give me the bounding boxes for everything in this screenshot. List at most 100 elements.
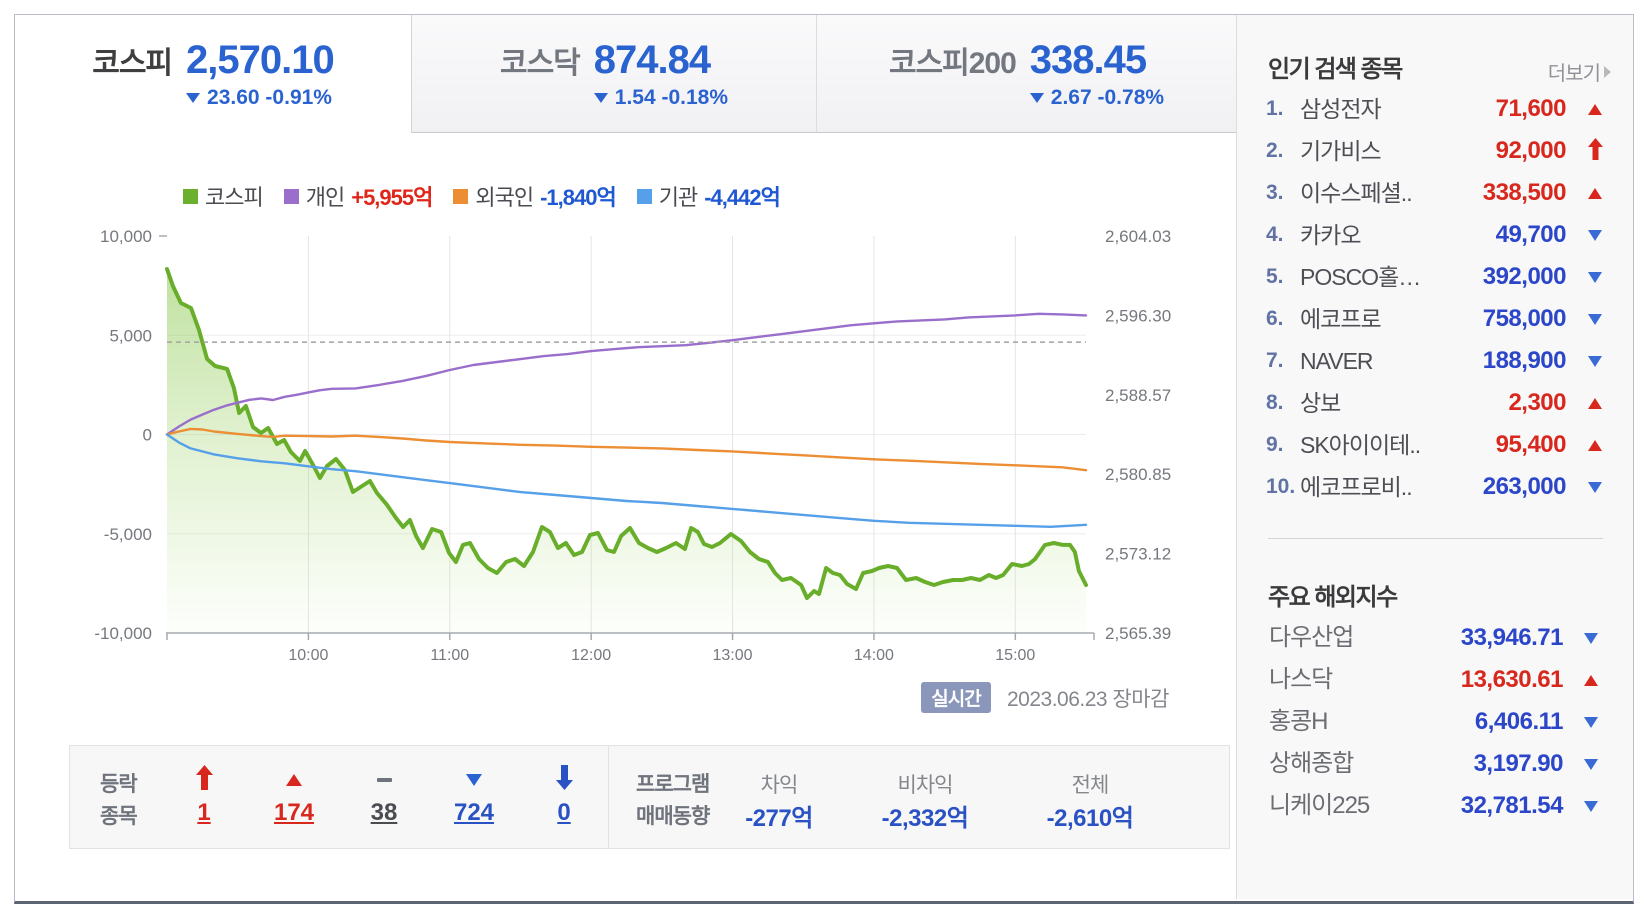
program-col-value: -277억 — [745, 805, 813, 832]
popular-stock-row[interactable]: 7. NAVER 188,900 — [1266, 340, 1613, 382]
series-line-코스피 — [165, 267, 1088, 600]
tab-index-change: 2.67 -0.78% — [1029, 86, 1164, 110]
overseas-index-name[interactable]: 나스닥 — [1269, 666, 1333, 693]
right-axis-label: 2,565.39 — [1105, 624, 1171, 643]
advance-decline-box: 등락 종목 1 174 38 724 0 — [70, 746, 608, 848]
right-axis-label: 2,604.03 — [1105, 227, 1171, 246]
updown-count[interactable]: 724 — [453, 799, 495, 826]
up-triangle-icon — [1588, 397, 1602, 409]
stock-rank: 6. — [1266, 307, 1284, 330]
tab-change-text: 1.54 -0.18% — [614, 85, 729, 109]
updown-count[interactable]: 1 — [197, 799, 211, 826]
stock-price: 188,900 — [1482, 347, 1567, 374]
tab-kospi[interactable]: 코스피 2,570.10 23.60 -0.91% — [15, 15, 412, 133]
overseas-index-name[interactable]: 다우산업 — [1269, 624, 1354, 651]
overseas-index-row[interactable]: 홍콩H 6,406.11 — [1268, 701, 1613, 743]
tab-index-value: 874.84 — [593, 37, 711, 82]
updown-icon-cell — [159, 765, 249, 792]
tab-index-change: 23.60 -0.91% — [186, 86, 334, 110]
right-axis-label: 2,573.12 — [1105, 545, 1171, 564]
popular-stock-row[interactable]: 9. SK아이이테.. 95,400 — [1266, 424, 1613, 466]
stock-name[interactable]: 에코프로비.. — [1300, 474, 1413, 500]
updown-count[interactable]: 174 — [273, 799, 315, 826]
overseas-index-row[interactable]: 다우산업 33,946.71 — [1268, 617, 1613, 659]
down-triangle-icon — [1588, 355, 1602, 367]
program-col-value: -2,610억 — [1046, 805, 1134, 832]
updown-count[interactable]: 0 — [557, 799, 571, 826]
stock-rank: 7. — [1266, 349, 1284, 372]
left-axis-label: 10,000 — [100, 227, 152, 246]
overseas-direction — [1581, 785, 1601, 827]
overseas-index-value: 6,406.11 — [1474, 708, 1564, 735]
right-axis-label: 2,580.85 — [1105, 465, 1171, 484]
stock-direction — [1585, 88, 1605, 130]
popular-stocks-title: 인기 검색 종목 — [1268, 56, 1403, 83]
legend-swatch-icon — [453, 188, 469, 204]
popular-stock-row[interactable]: 4. 카카오 49,700 — [1266, 214, 1613, 256]
popular-stock-row[interactable]: 8. 상보 2,300 — [1266, 382, 1613, 424]
popular-stock-row[interactable]: 2. 기가비스 92,000 — [1266, 130, 1613, 172]
overseas-index-name[interactable]: 니케이225 — [1269, 792, 1370, 819]
popular-stock-row[interactable]: 3. 이수스페셜.. 338,500 — [1266, 172, 1613, 214]
left-axis-label: 0 — [143, 426, 152, 445]
stock-direction — [1585, 130, 1605, 172]
index-tabs: 코스피 2,570.10 23.60 -0.91% 코스닥 874.84 1.54 -0.… — [15, 15, 1236, 133]
popular-stock-row[interactable]: 1. 삼성전자 71,600 — [1266, 88, 1613, 130]
left-axis-label: -5,000 — [104, 525, 152, 544]
stock-name[interactable]: 상보 — [1300, 390, 1341, 416]
overseas-index-row[interactable]: 상해종합 3,197.90 — [1268, 743, 1613, 785]
stock-name[interactable]: SK아이이테.. — [1300, 432, 1421, 458]
overseas-index-value: 33,946.71 — [1460, 624, 1564, 651]
down-triangle-icon — [466, 774, 482, 786]
overseas-index-name[interactable]: 홍콩H — [1269, 708, 1328, 735]
popular-stock-row[interactable]: 6. 에코프로 758,000 — [1266, 298, 1613, 340]
stock-price: 758,000 — [1482, 305, 1567, 332]
more-link[interactable]: 더보기 — [1548, 57, 1611, 86]
overseas-index-row[interactable]: 니케이225 32,781.54 — [1268, 785, 1613, 827]
stock-rank: 9. — [1266, 433, 1284, 456]
updown-count[interactable]: 38 — [370, 799, 398, 826]
overseas-index-name[interactable]: 상해종합 — [1269, 750, 1354, 777]
overseas-index-value: 13,630.61 — [1460, 666, 1564, 693]
stock-name[interactable]: NAVER — [1300, 348, 1374, 374]
updown-icon-cell — [339, 768, 429, 792]
popular-stock-row[interactable]: 10. 에코프로비.. 263,000 — [1266, 466, 1613, 508]
stock-name[interactable]: 삼성전자 — [1300, 96, 1382, 122]
stock-direction — [1585, 298, 1605, 340]
program-col-value: -2,332억 — [881, 805, 969, 832]
overseas-index-row[interactable]: 나스닥 13,630.61 — [1268, 659, 1613, 701]
limit-up-arrow-icon — [1587, 137, 1603, 165]
down-triangle-icon — [1584, 716, 1598, 728]
tab-index-value: 2,570.10 — [186, 38, 335, 82]
updown-label-bottom: 종목 — [100, 805, 138, 828]
flat-dash-icon — [376, 778, 392, 782]
series-area-코스피 — [167, 269, 1086, 633]
legend-swatch-icon — [636, 188, 652, 204]
up-triangle-icon — [286, 774, 302, 786]
down-triangle-icon — [1588, 313, 1602, 325]
stock-name[interactable]: 이수스페셜.. — [1300, 180, 1413, 206]
legend-value: -4,442억 — [704, 185, 781, 210]
overseas-index-value: 3,197.90 — [1473, 750, 1564, 777]
legend-label: 코스피 — [205, 185, 264, 210]
time-axis-label: 11:00 — [430, 647, 469, 664]
updown-icon-cell — [429, 768, 519, 792]
tab-kosdaq[interactable]: 코스닥 874.84 1.54 -0.18% — [412, 15, 816, 133]
down-triangle-icon — [1588, 271, 1602, 283]
series-line-기관 — [165, 433, 1088, 528]
more-arrow-icon — [1604, 65, 1611, 78]
stock-price: 92,000 — [1495, 137, 1567, 164]
series-line-외국인 — [165, 427, 1088, 472]
tab-kospi200[interactable]: 코스피200 338.45 2.67 -0.78% — [816, 15, 1236, 133]
stock-name[interactable]: 기가비스 — [1300, 138, 1382, 164]
stock-name[interactable]: 카카오 — [1300, 222, 1361, 248]
down-triangle-icon — [1584, 632, 1598, 644]
updown-icon-cell — [249, 768, 339, 792]
legend-swatch-icon — [183, 188, 198, 204]
stock-rank: 3. — [1266, 181, 1284, 204]
stock-name[interactable]: 에코프로 — [1300, 306, 1382, 332]
popular-stock-row[interactable]: 5. POSCO홀… 392,000 — [1266, 256, 1613, 298]
stock-name[interactable]: POSCO홀… — [1300, 264, 1421, 290]
stock-price: 338,500 — [1482, 179, 1567, 206]
right-axis-label: 2,596.30 — [1105, 306, 1171, 325]
